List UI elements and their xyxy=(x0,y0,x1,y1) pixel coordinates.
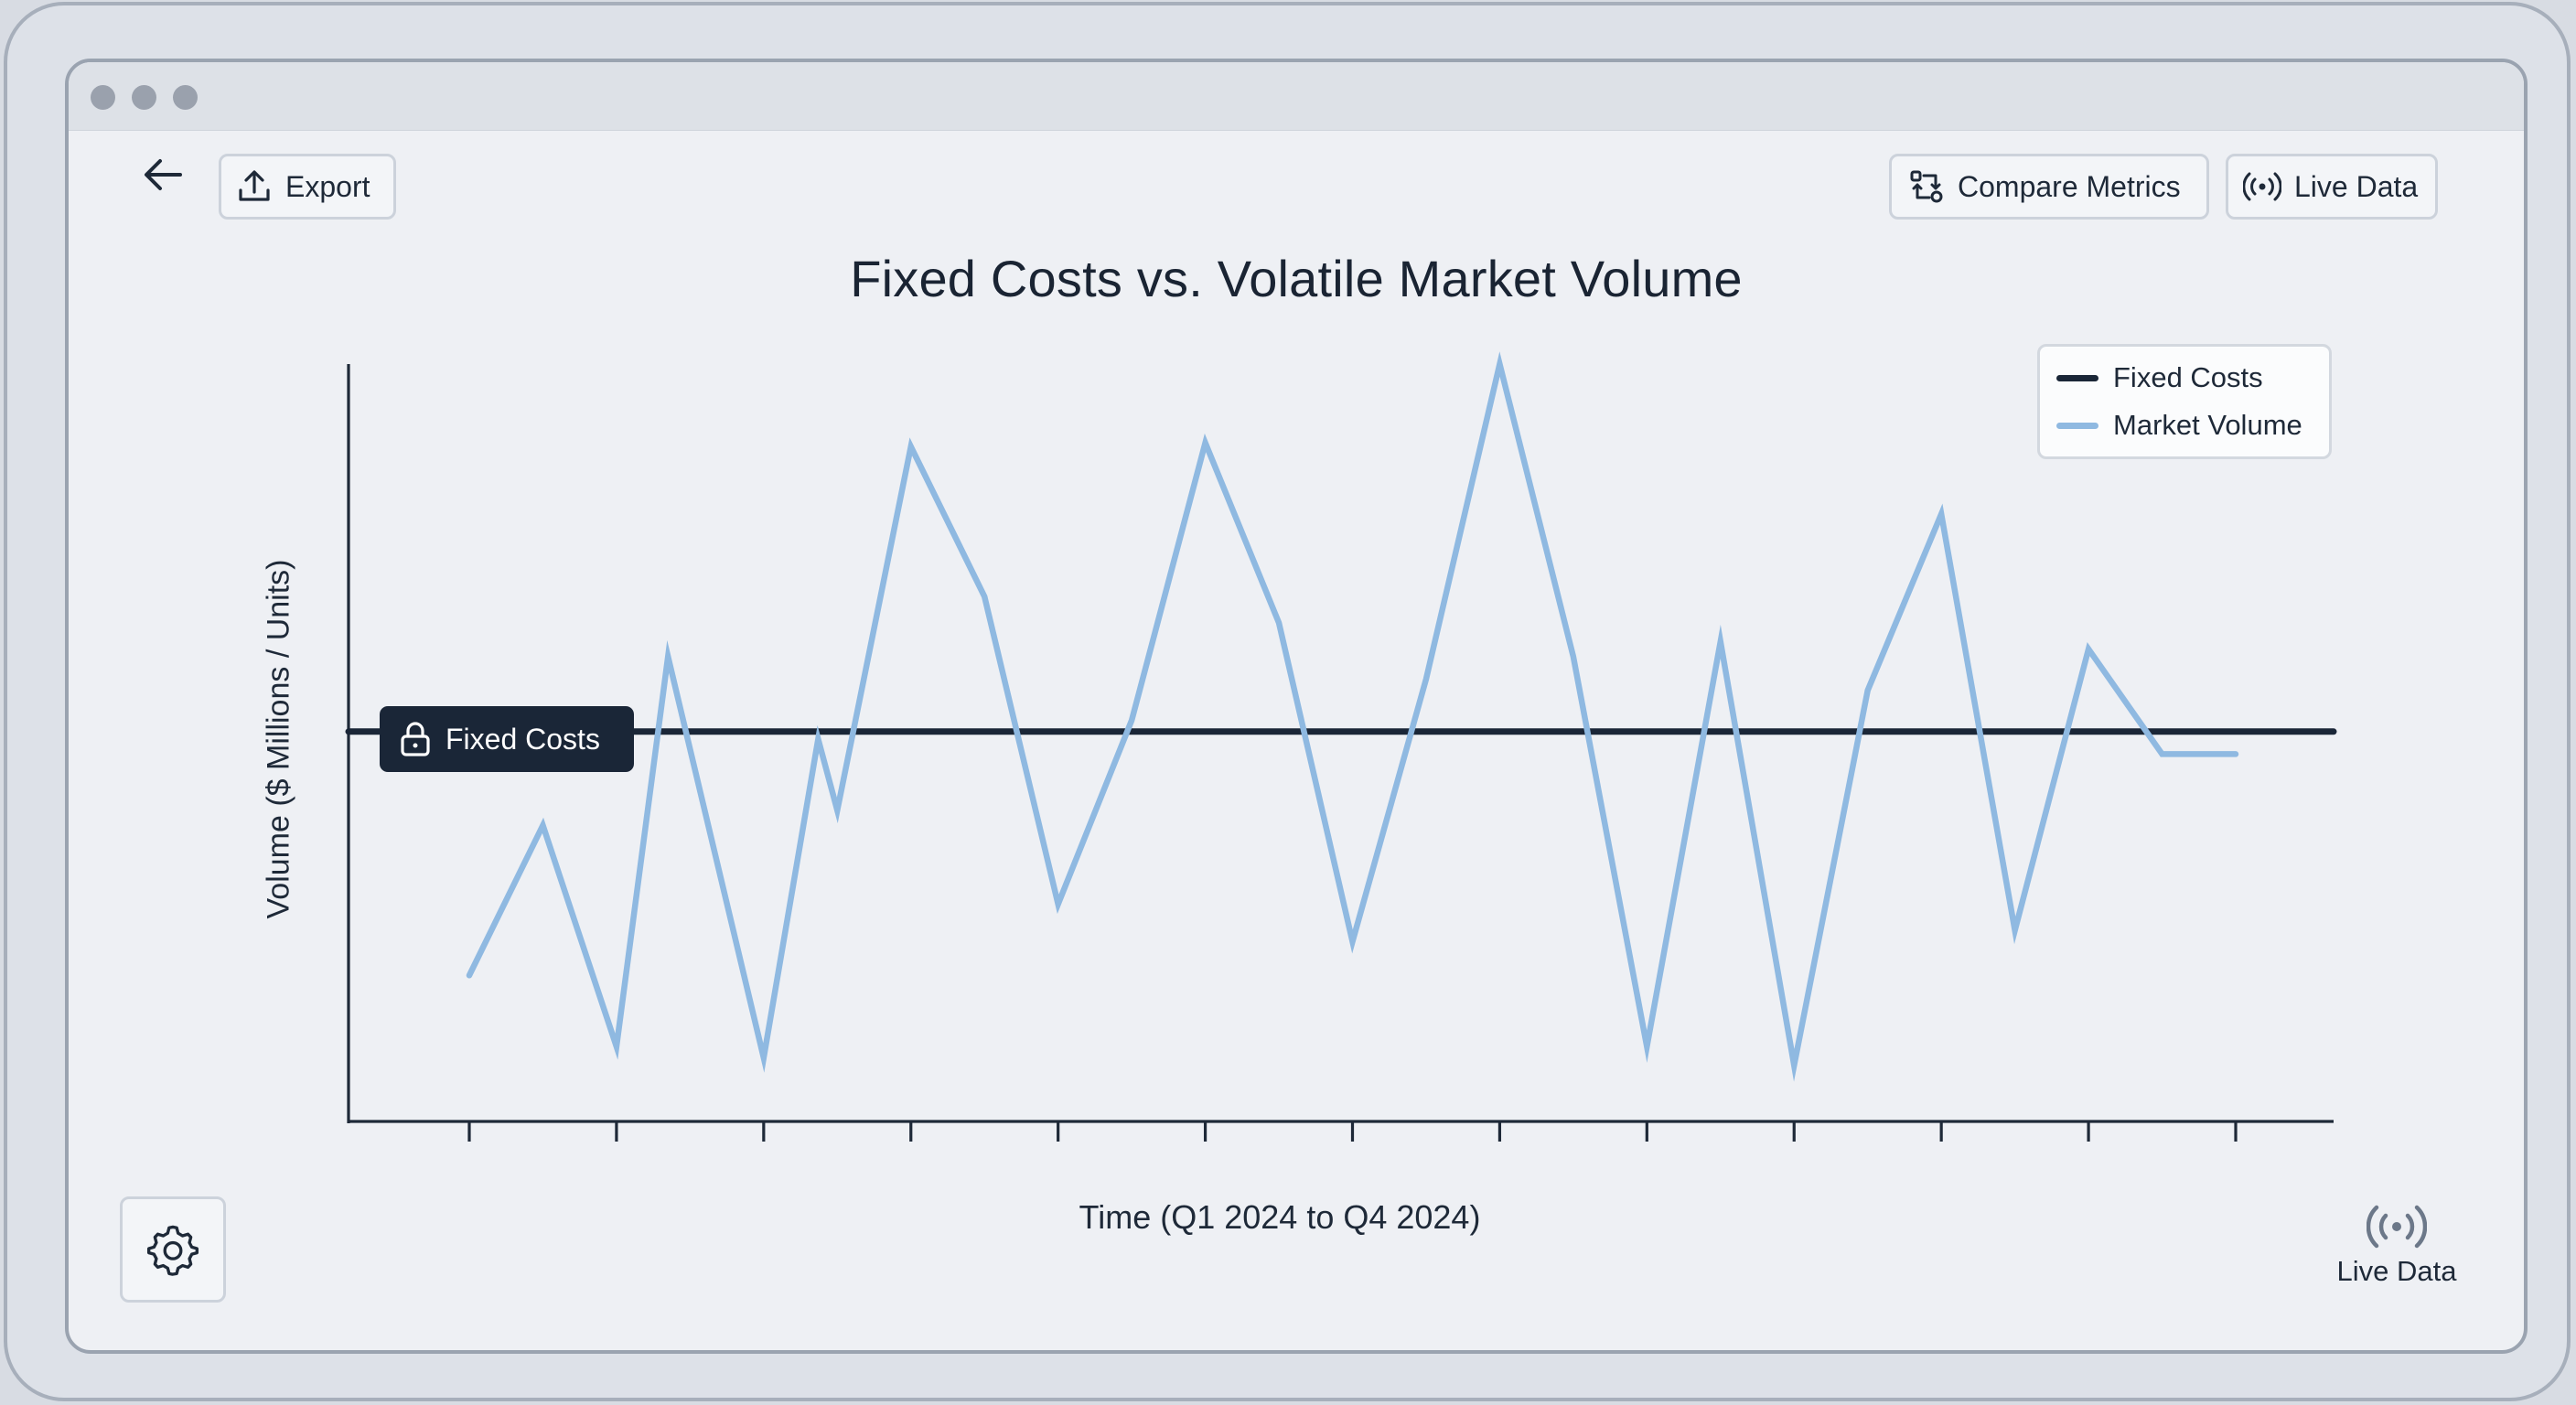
legend-swatch-market-volume xyxy=(2056,422,2098,429)
compare-metrics-label: Compare Metrics xyxy=(1958,169,2181,203)
settings-button[interactable] xyxy=(120,1196,226,1303)
export-button[interactable]: Export xyxy=(219,154,396,220)
chart-title: Fixed Costs vs. Volatile Market Volume xyxy=(850,250,1743,307)
fixed-costs-annotation-label: Fixed Costs xyxy=(445,722,600,756)
broadcast-icon xyxy=(2328,1204,2465,1249)
y-axis-label: Volume ($ Millions / Units) xyxy=(261,559,296,919)
upload-icon xyxy=(236,168,273,205)
export-label: Export xyxy=(285,169,370,203)
compare-metrics-button[interactable]: Compare Metrics xyxy=(1889,154,2209,220)
window-close-dot[interactable] xyxy=(91,85,115,110)
live-data-label: Live Data xyxy=(2294,169,2419,203)
legend-label-market-volume: Market Volume xyxy=(2113,409,2302,441)
live-data-indicator[interactable]: Live Data xyxy=(2328,1198,2465,1288)
gear-icon xyxy=(145,1221,201,1278)
fixed-costs-annotation: Fixed Costs xyxy=(380,706,634,772)
legend-item-market-volume: Market Volume xyxy=(2056,409,2302,442)
window-titlebar xyxy=(69,62,2524,131)
legend-swatch-fixed-costs xyxy=(2056,374,2098,381)
compare-arrows-icon xyxy=(1908,168,1945,205)
device-frame: Export Compare Metrics xyxy=(4,2,2571,1401)
live-data-button[interactable]: Live Data xyxy=(2226,154,2438,220)
broadcast-icon xyxy=(2243,168,2281,205)
legend-label-fixed-costs: Fixed Costs xyxy=(2113,361,2263,393)
arrow-left-icon[interactable] xyxy=(142,156,184,198)
lock-icon xyxy=(400,721,431,757)
x-axis-label: Time (Q1 2024 to Q4 2024) xyxy=(1079,1198,1481,1236)
series-line-market-volume xyxy=(466,351,2239,1082)
line-chart xyxy=(345,351,2337,1142)
window-minimize-dot[interactable] xyxy=(132,85,156,110)
app-window: Export Compare Metrics xyxy=(65,59,2528,1354)
live-data-corner-label: Live Data xyxy=(2336,1255,2457,1287)
chart-legend: Fixed Costs Market Volume xyxy=(2037,344,2332,459)
window-maximize-dot[interactable] xyxy=(173,85,198,110)
legend-item-fixed-costs: Fixed Costs xyxy=(2056,361,2263,394)
